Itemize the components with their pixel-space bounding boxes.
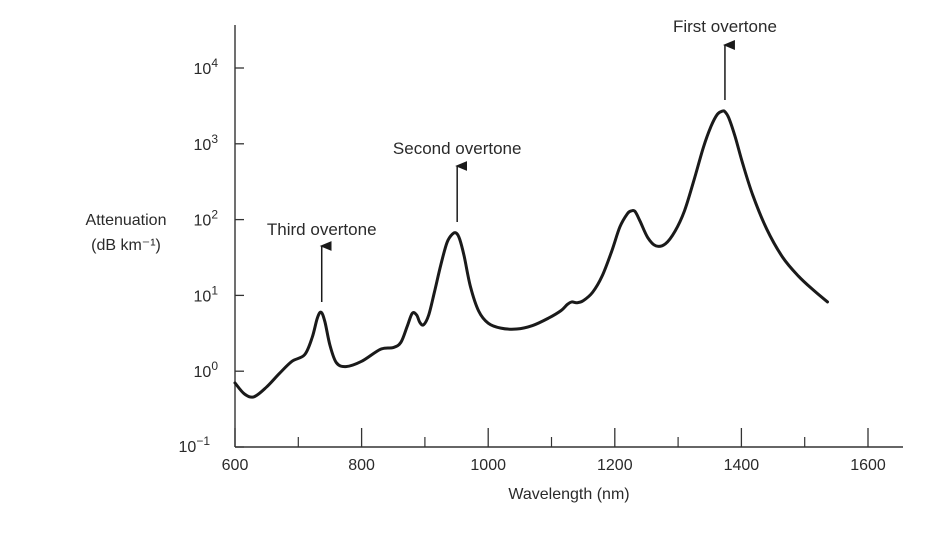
third-overtone-label: Third overtone — [267, 220, 377, 239]
y-tick-label: 101 — [194, 283, 219, 305]
x-axis-label: Wavelength (nm) — [508, 486, 629, 503]
x-tick-label: 1200 — [597, 457, 633, 474]
x-ticks: 600 800 1000 1200 1400 1600 — [222, 428, 886, 474]
attenuation-curve — [233, 109, 829, 399]
y-tick-label: 100 — [194, 359, 219, 381]
x-tick-label: 800 — [348, 457, 375, 474]
second-overtone-label: Second overtone — [393, 139, 522, 158]
x-tick-label: 600 — [222, 457, 249, 474]
y-axis-label-line-2: (dB km⁻¹) — [91, 237, 161, 254]
x-tick-label: 1000 — [470, 457, 506, 474]
first-overtone-label: First overtone — [673, 17, 777, 36]
y-tick-label: 102 — [194, 208, 219, 230]
y-axis-label-line-1: Attenuation — [86, 212, 167, 229]
axes — [234, 25, 903, 448]
y-ticks: 10−1 100 101 102 103 104 — [179, 56, 244, 456]
y-axis-label: Attenuation (dB km⁻¹) — [86, 212, 167, 254]
overtone-annotations: Third overtone Second overtone First ove… — [267, 17, 777, 302]
y-tick-label: 103 — [194, 132, 219, 154]
y-tick-label: 104 — [194, 56, 219, 78]
x-tick-label: 1600 — [850, 457, 886, 474]
x-tick-label: 1400 — [724, 457, 760, 474]
y-tick-label: 10−1 — [179, 434, 211, 456]
